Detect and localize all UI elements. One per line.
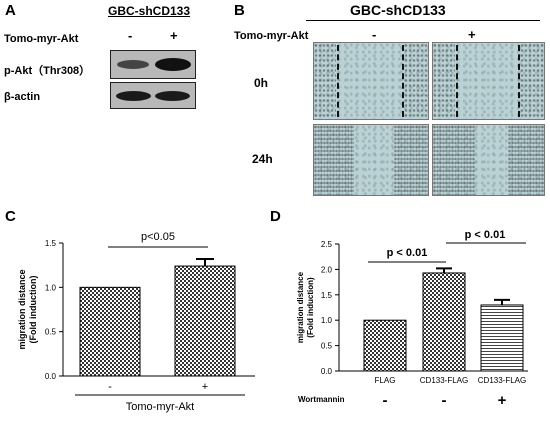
chart-d-plot: 0.0 0.5 1.0 1.5 2.0 2.5 FLAG - CD133-FLAG - CD133-… xyxy=(296,229,528,409)
bar xyxy=(480,304,524,372)
panel-c-label: C xyxy=(5,208,16,225)
panel-a-sign-plus: + xyxy=(170,28,178,43)
wound-edge-left xyxy=(337,45,339,117)
y-tick-label: 1.0 xyxy=(321,316,333,325)
y-axis-label: migration distance xyxy=(296,271,305,343)
band-p-akt-minus xyxy=(117,60,149,69)
wortmannin-sign: + xyxy=(498,392,507,409)
bar xyxy=(174,265,236,377)
micrograph-plus-0h xyxy=(432,42,545,120)
time-label-24h: 24h xyxy=(252,152,273,166)
chart-c-plot: 0.0 0.5 1.0 1.5 - + Tomo-myr-Akt p<0.05 migratio… xyxy=(17,231,255,413)
panel-d-label: D xyxy=(270,208,281,225)
blot-label-beta-actin: β-actin xyxy=(4,91,41,103)
y-tick-label: 0.5 xyxy=(45,328,57,337)
y-tick-label: 1.5 xyxy=(321,291,333,300)
wound-edge-right xyxy=(402,45,404,117)
wortmannin-sign: - xyxy=(383,392,388,409)
x-tick-label: CD133-FLAG xyxy=(420,376,468,385)
y-axis-label: migration distance xyxy=(17,269,27,349)
bar xyxy=(79,286,141,377)
wound-edge-right xyxy=(518,45,520,117)
row-label-wortmannin: Wortmannin xyxy=(298,395,345,404)
panel-a-sign-minus: - xyxy=(128,28,133,43)
x-axis-label: Tomo-myr-Akt xyxy=(126,401,194,413)
significance-label: p < 0.01 xyxy=(387,247,428,259)
panel-b-header: GBC-shCD133 xyxy=(350,2,446,18)
x-tick-label: CD133-FLAG xyxy=(478,376,526,385)
blot-p-akt xyxy=(110,50,196,79)
significance-label: p < 0.01 xyxy=(465,229,506,241)
wortmannin-sign: - xyxy=(442,392,447,409)
y-tick-label: 1.0 xyxy=(45,283,57,292)
blot-label-p-akt: p-Akt（Thr308） xyxy=(4,65,91,77)
micrograph-plus-24h xyxy=(432,124,545,196)
panel-a-header: GBC-shCD133 xyxy=(108,4,191,18)
y-tick-label: 0.5 xyxy=(321,342,333,351)
micrograph-minus-24h xyxy=(313,124,429,196)
bar xyxy=(422,272,466,372)
y-tick-label: 0.0 xyxy=(45,372,57,381)
x-tick-label: FLAG xyxy=(375,376,396,385)
panel-b-sign-minus: - xyxy=(372,27,377,42)
panel-a-treatment-label: Tomo-myr-Akt xyxy=(4,33,79,45)
panel-b-treatment-label: Tomo-myr-Akt xyxy=(234,30,309,42)
y-axis-label-sub: (Fold induction) xyxy=(306,277,315,338)
panel-a-label: A xyxy=(5,2,16,19)
significance-label: p<0.05 xyxy=(141,231,175,243)
y-tick-label: 1.5 xyxy=(45,239,57,248)
blot-beta-actin xyxy=(110,82,196,109)
y-tick-label: 0.0 xyxy=(321,367,333,376)
panel-b-label: B xyxy=(234,2,245,19)
y-axis-label-sub: (Fold induction) xyxy=(28,276,38,344)
time-label-0h: 0h xyxy=(254,76,269,90)
y-tick-label: 2.0 xyxy=(321,265,333,274)
micrograph-minus-0h xyxy=(313,42,429,120)
panel-b-header-line xyxy=(306,20,540,21)
band-p-akt-plus xyxy=(155,58,191,71)
y-tick-label: 2.5 xyxy=(321,240,333,249)
band-actin-plus xyxy=(155,91,190,101)
x-tick-label: + xyxy=(202,381,208,393)
wound-edge-left xyxy=(456,45,458,117)
x-tick-label: - xyxy=(108,381,112,393)
panel-b-sign-plus: + xyxy=(468,27,476,42)
band-actin-minus xyxy=(116,91,151,101)
bar xyxy=(363,319,407,372)
